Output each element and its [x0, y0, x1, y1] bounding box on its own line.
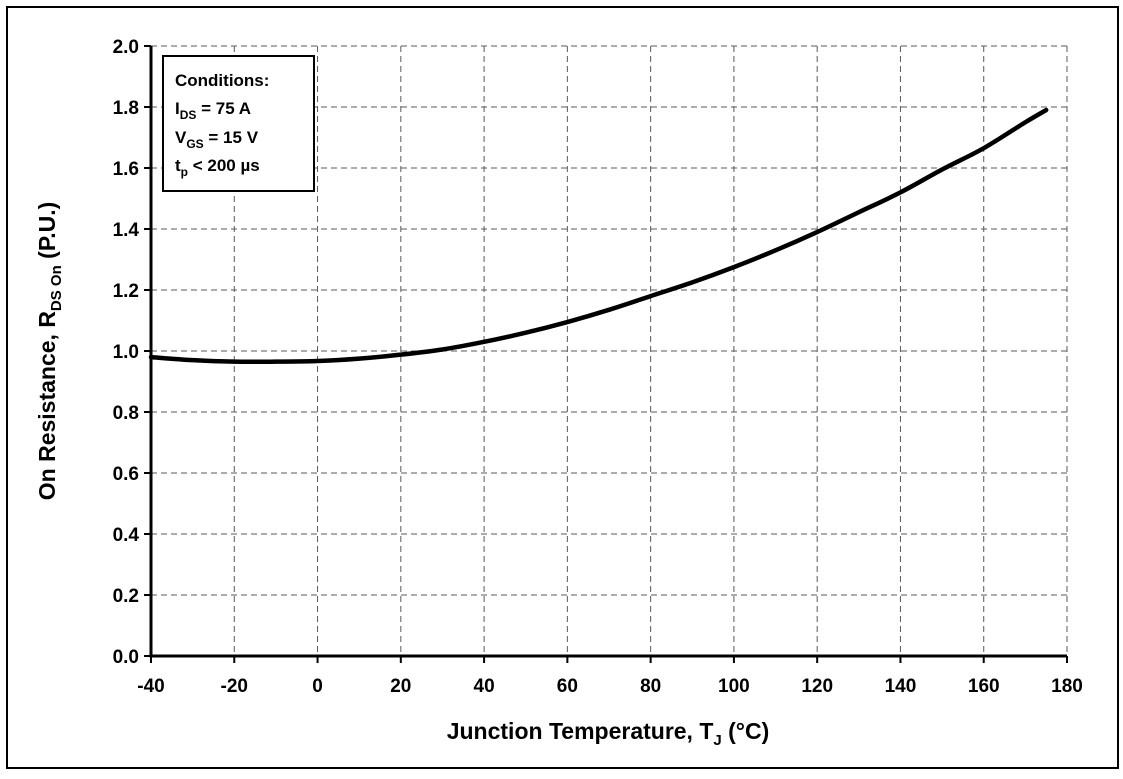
- x-tick-label: 180: [1051, 676, 1083, 697]
- y-tick-label: 1.6: [113, 159, 139, 180]
- conditions-line-0: Conditions:: [175, 71, 269, 90]
- conditions-box: Conditions: IDS = 75 A VGS = 15 V tp < 2…: [162, 55, 315, 192]
- conditions-box-border: [162, 55, 315, 192]
- y-tick-label: 2.0: [113, 37, 139, 58]
- x-tick-label: 80: [640, 676, 661, 697]
- y-tick-label: 1.2: [113, 281, 139, 302]
- y-axis-title: On Resistance, RDS On (P.U.): [34, 202, 65, 501]
- series-layer: [148, 107, 1049, 365]
- conditions-line-tp: tp < 200 µs: [175, 156, 260, 179]
- x-tick-label: 20: [390, 676, 411, 697]
- y-tick-label: 1.0: [113, 342, 139, 363]
- x-tick-label: 120: [801, 676, 833, 697]
- y-tick-label: 1.4: [113, 220, 140, 241]
- y-tick-label: 0.0: [113, 647, 139, 668]
- y-tick-label: 0.2: [113, 586, 139, 607]
- x-tick-label: 100: [718, 676, 750, 697]
- y-tick-label: 0.8: [113, 403, 139, 424]
- series-line-0: [148, 107, 1049, 365]
- conditions-line-ids: IDS = 75 A: [175, 99, 251, 122]
- x-tick-label: 160: [968, 676, 1000, 697]
- x-axis-title: Junction Temperature, TJ (°C): [447, 718, 770, 749]
- x-tick-label: 60: [557, 676, 578, 697]
- y-tick-label: 0.4: [113, 525, 140, 546]
- conditions-line-vgs: VGS = 15 V: [175, 128, 259, 151]
- x-tick-label: -20: [221, 676, 248, 697]
- axes: [144, 45, 1068, 663]
- x-tick-label: 0: [312, 676, 323, 697]
- x-tick-label: -40: [137, 676, 164, 697]
- y-tick-label: 1.8: [113, 98, 139, 119]
- x-tick-label: 140: [885, 676, 917, 697]
- tick-labels: -40 -20 0 20 40 60 80 100 120 140 160 180 0.0 0.2 0.4 0…: [113, 37, 1083, 697]
- x-tick-label: 40: [474, 676, 495, 697]
- y-tick-label: 0.6: [113, 464, 139, 485]
